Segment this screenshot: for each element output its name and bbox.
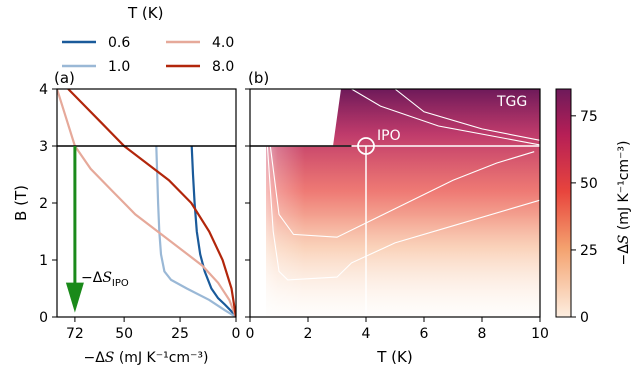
xtick-label-b-0: 0 <box>246 326 255 342</box>
xtick-label-b-4: 4 <box>362 326 371 342</box>
colorbar-tick-25: 25 <box>580 243 598 259</box>
legend-label-1.0: 1.0 <box>108 59 130 75</box>
legend: 0.6 1.0 4.0 8.0 <box>62 35 234 75</box>
panel-a-xlabel: −ΔS (mJ K⁻¹cm⁻³) <box>83 350 208 366</box>
xtick-label-b-10: 10 <box>531 326 549 342</box>
series-line-8.0 <box>67 89 236 317</box>
heatmap-zero-region <box>250 146 266 317</box>
xtick-label-a-50: 50 <box>115 326 133 342</box>
legend-label-0.6: 0.6 <box>108 35 130 51</box>
heatmap-low-temp-fade <box>250 146 360 317</box>
legend-title: T (K) <box>127 4 163 22</box>
xtick-label-a-0: 0 <box>232 326 241 342</box>
panel-a-ylabel: B (T) <box>12 185 30 221</box>
series-line-4.0 <box>57 89 236 317</box>
colorbar-tick-50: 50 <box>580 176 598 192</box>
ytick-label-2: 2 <box>39 196 48 212</box>
xtick-label-a-72: 72 <box>66 326 84 342</box>
delta-s-ipo-annotation: −ΔSIPO <box>81 270 129 289</box>
ipo-label: IPO <box>377 128 401 144</box>
colorbar: 0 25 50 75 <box>555 88 598 326</box>
ytick-label-3: 3 <box>39 139 48 155</box>
ipo-marker <box>357 137 375 155</box>
ytick-label-4: 4 <box>39 82 48 98</box>
ytick-label-1: 1 <box>39 253 48 269</box>
colorbar-label: −ΔS (mJ K⁻¹cm⁻³) <box>616 140 632 265</box>
contour-line-2 <box>394 89 540 141</box>
heatmap-empty-region <box>250 89 341 146</box>
xtick-label-b-8: 8 <box>478 326 487 342</box>
ytick-label-0: 0 <box>39 310 48 326</box>
series-line-1.0 <box>155 145 236 317</box>
legend-label-4.0: 4.0 <box>212 35 234 51</box>
xtick-label-b-2: 2 <box>304 326 313 342</box>
tgg-label: TGG <box>496 94 527 110</box>
xtick-label-a-25: 25 <box>171 326 189 342</box>
panel-b-xlabel: T (K) <box>376 348 412 366</box>
colorbar-tick-0: 0 <box>580 310 589 326</box>
series-line-0.6 <box>190 145 236 317</box>
xtick-label-b-6: 6 <box>420 326 429 342</box>
colorbar-tick-75: 75 <box>580 109 598 125</box>
contour-line-3 <box>351 89 540 146</box>
legend-label-8.0: 8.0 <box>212 59 234 75</box>
panel-b-label: (b) <box>248 69 269 87</box>
contour-line-1 <box>266 145 540 281</box>
panel-b: 0 2 4 6 8 10 <box>245 88 549 342</box>
panel-a: 0 1 2 3 4 72 50 25 0 <box>39 82 240 342</box>
panel-a-label: (a) <box>54 69 75 87</box>
